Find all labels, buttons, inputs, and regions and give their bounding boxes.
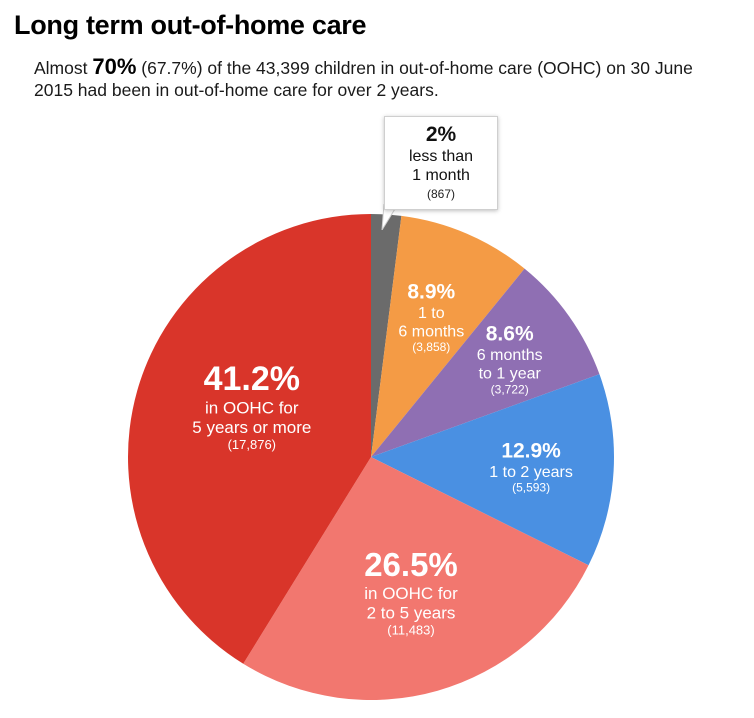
slice-4-label-line-1: in OOHC for — [364, 584, 458, 603]
pie-slice-5 — [127, 214, 371, 664]
slice-1-percent: 8.9% — [407, 280, 455, 303]
subtitle-highlight: 70% — [92, 54, 137, 79]
slice-1-label-line-1: 1 to — [418, 305, 445, 322]
slice-5-label-line-1: in OOHC for — [205, 399, 299, 418]
callout-label-line-1: less than — [408, 148, 474, 165]
chart-title: Long term out-of-home care — [14, 10, 367, 40]
slice-2-label-line-1: 6 months — [477, 347, 543, 364]
slice-1-label-line-2: 6 months — [398, 323, 464, 340]
slice-4-label-line-2: 2 to 5 years — [367, 604, 456, 623]
pie-slice-2 — [371, 268, 600, 457]
small-slice-callout: 2% less than 1 month (867) — [384, 116, 498, 210]
subtitle-intro: Almost — [34, 58, 93, 78]
slice-2-count: (3,722) — [491, 382, 529, 396]
slice-3-label-line-1: 1 to 2 years — [489, 464, 573, 481]
slice-5-percent: 41.2% — [204, 360, 300, 398]
slice-3-percent: 12.9% — [501, 440, 561, 463]
slice-5-label-line-2: 5 years or more — [192, 418, 311, 437]
slice-2-percent: 8.6% — [486, 323, 534, 346]
pie-slice-0 — [371, 214, 402, 457]
slice-1-count: (3,858) — [412, 340, 450, 354]
callout-percent: 2% — [425, 123, 457, 146]
pie-slice-1 — [371, 215, 525, 457]
pie-slice-4 — [243, 457, 589, 700]
slice-4-count: (11,483) — [387, 622, 434, 637]
subtitle-body: (67.7%) of the 43,399 children in out-of… — [34, 58, 693, 100]
slice-4-percent: 26.5% — [364, 546, 458, 583]
callout-label-line-2: 1 month — [412, 167, 470, 184]
slice-2-label-line-2: to 1 year — [479, 366, 542, 383]
chart-subtitle: Almost 70% (67.7%) of the 43,399 childre… — [34, 56, 734, 101]
slice-3-count: (5,593) — [512, 481, 550, 495]
callout-count: (867) — [426, 187, 455, 201]
pie-slice-3 — [371, 374, 614, 566]
pie-slices — [127, 214, 614, 700]
slice-5-count: (17,876) — [228, 437, 276, 452]
